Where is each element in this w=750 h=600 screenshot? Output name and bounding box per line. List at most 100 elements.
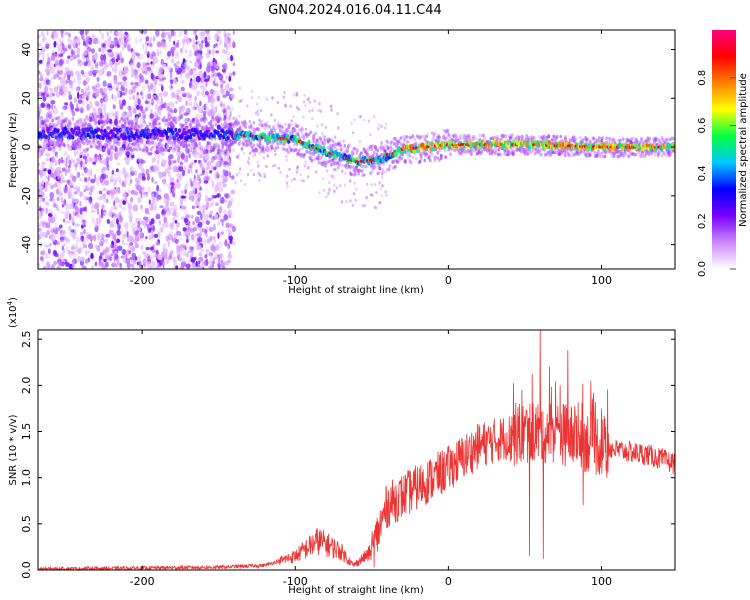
noise-speck	[125, 151, 131, 158]
noise-speck	[204, 36, 208, 44]
noise-speck	[170, 46, 175, 54]
noise-speck	[68, 94, 73, 101]
noise-speck	[197, 197, 201, 202]
noise-speck	[340, 200, 344, 204]
noise-speck	[56, 167, 60, 174]
noise-speck	[96, 244, 101, 252]
noise-speck	[207, 95, 212, 103]
noise-speck	[302, 179, 305, 183]
noise-speck	[246, 104, 249, 108]
noise-speck	[224, 37, 229, 45]
noise-speck	[365, 182, 369, 186]
noise-speck	[176, 89, 181, 95]
noise-speck	[136, 104, 140, 110]
noise-speck	[56, 265, 61, 269]
noise-speck	[198, 252, 203, 257]
noise-speck	[173, 196, 177, 200]
ridge-halo	[121, 123, 124, 128]
noise-speck	[59, 70, 64, 75]
noise-speck	[83, 165, 87, 169]
noise-speck	[199, 173, 203, 177]
noise-speck	[96, 217, 102, 224]
ridge-halo	[101, 114, 105, 119]
noise-speck	[154, 253, 159, 258]
noise-speck	[182, 38, 185, 42]
noise-speck	[201, 262, 204, 267]
noise-speck	[183, 61, 187, 68]
noise-speck	[351, 203, 355, 207]
noise-speck	[198, 159, 202, 163]
noise-speck	[114, 96, 118, 102]
noise-speck	[113, 176, 119, 183]
noise-speck	[100, 32, 105, 40]
noise-speck	[213, 238, 216, 243]
ridge-halo	[47, 147, 51, 152]
noise-speck	[213, 72, 218, 77]
noise-speck	[84, 249, 88, 256]
noise-speck	[165, 31, 171, 36]
noise-speck	[95, 88, 101, 94]
noise-speck	[113, 243, 119, 248]
noise-speck	[158, 171, 164, 179]
noise-speck	[55, 188, 60, 195]
noise-speck	[109, 189, 112, 194]
noise-speck	[63, 73, 67, 79]
ridge-halo	[66, 143, 70, 148]
noise-speck	[195, 34, 198, 41]
ridge-halo	[273, 128, 277, 133]
noise-speck	[311, 116, 314, 121]
noise-speck	[150, 99, 153, 104]
ridge-halo	[430, 152, 434, 157]
noise-speck	[285, 158, 288, 162]
noise-speck	[138, 180, 141, 186]
noise-speck	[204, 90, 209, 96]
noise-speck	[83, 237, 89, 243]
noise-speck	[119, 51, 123, 58]
noise-speck	[75, 236, 81, 243]
noise-speck	[139, 53, 145, 60]
ridge-halo	[346, 149, 349, 153]
noise-speck	[45, 77, 48, 82]
ridge-halo	[483, 136, 486, 140]
noise-speck	[106, 156, 110, 163]
noise-speck	[118, 38, 122, 42]
noise-speck	[183, 217, 189, 223]
noise-speck	[45, 43, 50, 47]
noise-speck	[167, 233, 173, 241]
noise-speck	[38, 185, 43, 191]
noise-speck	[167, 148, 171, 153]
noise-speck	[145, 236, 148, 240]
ridge-halo	[157, 116, 161, 121]
noise-speck	[69, 194, 74, 199]
noise-speck	[67, 154, 71, 161]
ridge-halo	[214, 123, 218, 127]
ridge-halo	[209, 149, 213, 154]
ridge-halo	[79, 117, 83, 122]
noise-speck	[172, 256, 177, 263]
noise-speck	[75, 223, 80, 227]
noise-speck	[192, 221, 196, 226]
noise-speck	[162, 265, 165, 269]
noise-speck	[40, 220, 44, 227]
noise-speck	[187, 232, 191, 237]
ridge-halo	[373, 165, 377, 169]
noise-speck	[88, 191, 93, 196]
noise-speck	[81, 225, 84, 229]
noise-speck	[183, 209, 188, 216]
noise-speck	[143, 30, 148, 35]
ridge-halo	[408, 154, 412, 158]
noise-speck	[129, 166, 133, 173]
noise-speck	[350, 121, 353, 125]
noise-speck	[142, 84, 146, 92]
noise-speck	[209, 235, 213, 242]
noise-speck	[41, 162, 47, 165]
noise-speck	[75, 86, 80, 92]
noise-speck	[130, 69, 133, 73]
ridge-halo	[397, 139, 401, 143]
noise-speck	[162, 222, 168, 228]
noise-speck	[230, 54, 234, 62]
noise-speck	[218, 39, 222, 46]
noise-speck	[67, 249, 71, 254]
noise-speck	[256, 160, 259, 164]
noise-speck	[116, 150, 121, 154]
